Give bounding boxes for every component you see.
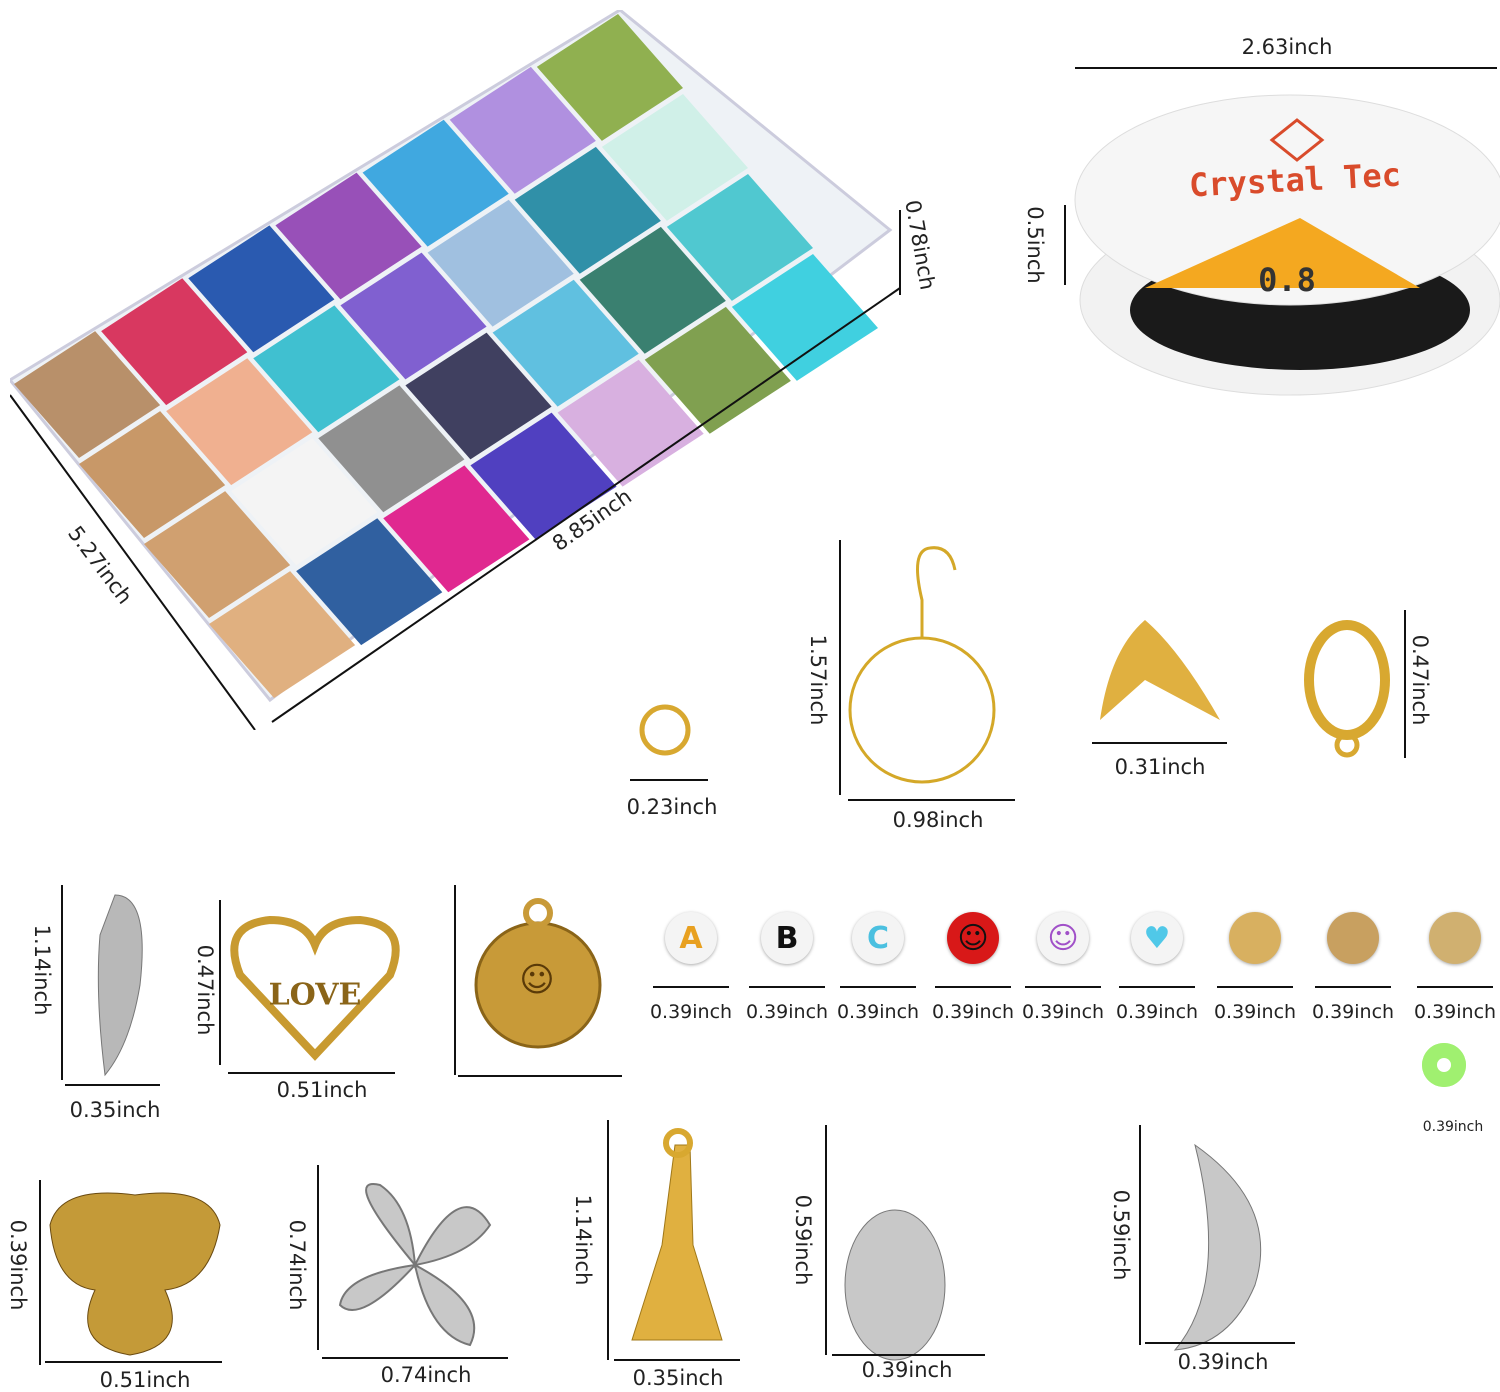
earring-height-label: 1.57inch: [806, 634, 830, 726]
dimension-arrow: [653, 986, 729, 988]
mitten-height-label: 0.59inch: [791, 1194, 815, 1286]
wing-height-label: 1.14inch: [30, 924, 54, 1016]
bead-size-label: 0.39inch: [931, 1001, 1015, 1023]
bead-compartment: [79, 411, 226, 538]
glow-bead: [1422, 1043, 1466, 1087]
dimension-arrow: [935, 986, 1011, 988]
wing-width-label: 0.35inch: [69, 1098, 161, 1122]
heart-height-label: 0.47inch: [193, 944, 217, 1036]
earring-width-label: 0.98inch: [892, 808, 984, 832]
bead-size-label: 0.39inch: [1311, 1001, 1395, 1023]
bead-size-label: 0.39inch: [745, 1001, 829, 1023]
bead-compartment: [557, 359, 704, 487]
charms-row2-image: [39, 1120, 1295, 1365]
bead-compartment: [536, 14, 683, 141]
bead: B: [761, 912, 813, 964]
bead: [1429, 912, 1481, 964]
butterfly-height-label: 0.39inch: [6, 1219, 30, 1311]
bead-compartment: [166, 358, 313, 486]
tower-height-label: 1.14inch: [571, 1194, 595, 1286]
bead-compartment: [14, 331, 161, 458]
bead-box-image: [10, 10, 901, 730]
bead-tip-label: 0.31inch: [1114, 755, 1206, 779]
spool-height-label: 0.5inch: [1023, 206, 1047, 284]
bead-compartment: [362, 119, 509, 247]
dimension-arrow: [840, 986, 916, 988]
findings-image: [630, 540, 1406, 801]
glow-bead-label: 0.39inch: [1422, 1119, 1484, 1135]
bead-size-label: 0.39inch: [1021, 1001, 1105, 1023]
bead-glyph: B: [775, 920, 799, 956]
bead-size-label: 0.39inch: [649, 1001, 733, 1023]
dimension-arrow: [1119, 986, 1195, 988]
bead-glyph: ☺: [957, 920, 989, 956]
bead-compartment: [101, 278, 248, 406]
bead-compartment: [405, 332, 552, 460]
moon-height-label: 0.59inch: [1109, 1189, 1133, 1281]
bead: [1229, 912, 1281, 964]
love-charm-text: LOVE: [268, 977, 362, 1013]
bead-compartment: [492, 279, 639, 407]
bead-compartment: [427, 199, 574, 327]
bead: ♥: [1131, 912, 1183, 964]
bead-size-label: 0.39inch: [1115, 1001, 1199, 1023]
bead-compartment: [731, 254, 878, 381]
bead-size-label: 0.39inch: [1413, 1001, 1497, 1023]
charms-row1-image: [61, 885, 622, 1086]
bead-size-label: 0.39inch: [1213, 1001, 1297, 1023]
bead-compartment: [470, 412, 617, 540]
bead-size-label: 0.39inch: [836, 1001, 920, 1023]
jump-ring-label: 0.23inch: [626, 795, 718, 819]
bead-compartment: [601, 94, 748, 221]
dimension-arrow: [1025, 986, 1101, 988]
bead-compartment: [209, 571, 356, 698]
mitten-width-label: 0.39inch: [861, 1358, 953, 1382]
dimension-arrow: [1315, 986, 1391, 988]
tower-width-label: 0.35inch: [632, 1366, 724, 1390]
bead-compartment: [253, 305, 400, 433]
heart-width-label: 0.51inch: [276, 1078, 368, 1102]
bead-compartment: [275, 172, 422, 300]
butterfly-width-label: 0.51inch: [99, 1368, 191, 1392]
bead-compartment: [144, 491, 291, 618]
clasp-label: 0.47inch: [1408, 634, 1432, 726]
bead: A: [665, 912, 717, 964]
bead-glyph: A: [679, 920, 703, 956]
bead-compartment: [449, 66, 596, 194]
bead-compartment: [318, 385, 465, 513]
bead-compartment: [514, 146, 661, 274]
bead-compartment: [340, 252, 487, 380]
elastic-cord-spool: [1064, 67, 1500, 396]
bead-compartment: [579, 226, 726, 354]
bead: ☺: [947, 912, 999, 964]
clover-width-label: 0.74inch: [380, 1363, 472, 1387]
bead-compartment: [383, 465, 530, 593]
smiley-charm-face: ☺: [519, 960, 555, 1000]
bead: [1327, 912, 1379, 964]
bead-glyph: C: [866, 920, 890, 956]
spool-width-label: 2.63inch: [1241, 35, 1333, 59]
bead-glyph: ☺: [1047, 920, 1079, 956]
clover-height-label: 0.74inch: [285, 1219, 309, 1311]
bead-compartment: [644, 306, 791, 434]
spool-size: 0.8: [1258, 261, 1316, 299]
dimension-arrow: [1217, 986, 1293, 988]
bead-compartment: [296, 518, 443, 646]
dimension-arrow: [749, 986, 825, 988]
bead-compartment: [231, 438, 378, 566]
bead-compartment: [666, 174, 813, 301]
bead: ☺: [1037, 912, 1089, 964]
bead-compartment: [188, 225, 335, 353]
bead-glyph: ♥: [1143, 920, 1171, 956]
dimension-arrow: [1417, 986, 1493, 988]
moon-width-label: 0.39inch: [1177, 1350, 1269, 1374]
bead: C: [852, 912, 904, 964]
